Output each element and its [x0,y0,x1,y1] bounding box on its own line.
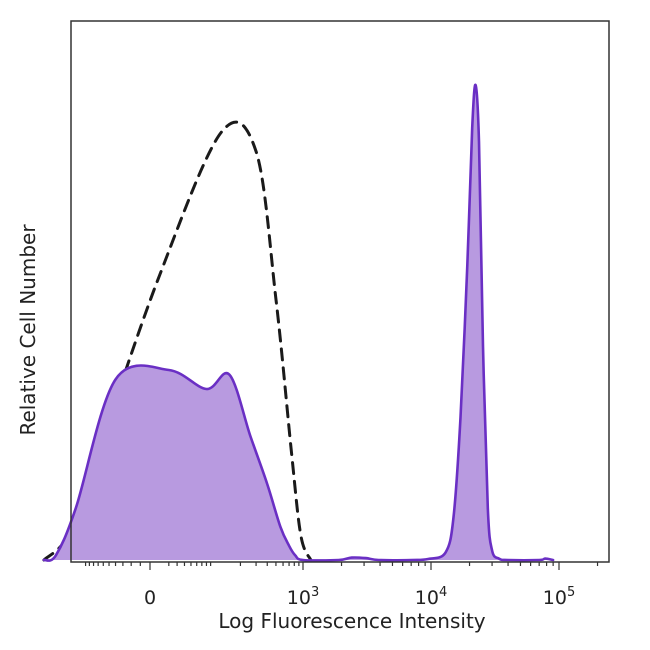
x-axis-ticks [84,562,599,570]
x-tick-label: 0 [144,587,156,609]
x-tick-label: 105 [543,585,575,609]
series-1-fill [43,84,554,561]
x-axis-label: Log Fluorescence Intensity [218,609,485,633]
series-0-line [42,120,313,562]
x-axis-tick-labels: 0 103 104 105 [144,585,575,609]
y-axis-label: Relative Cell Number [16,224,40,436]
x-tick-label: 104 [415,585,447,609]
plot-frame [70,20,610,563]
plot-area [42,83,555,562]
series-1-line [42,83,555,562]
x-tick-label: 103 [287,585,319,609]
